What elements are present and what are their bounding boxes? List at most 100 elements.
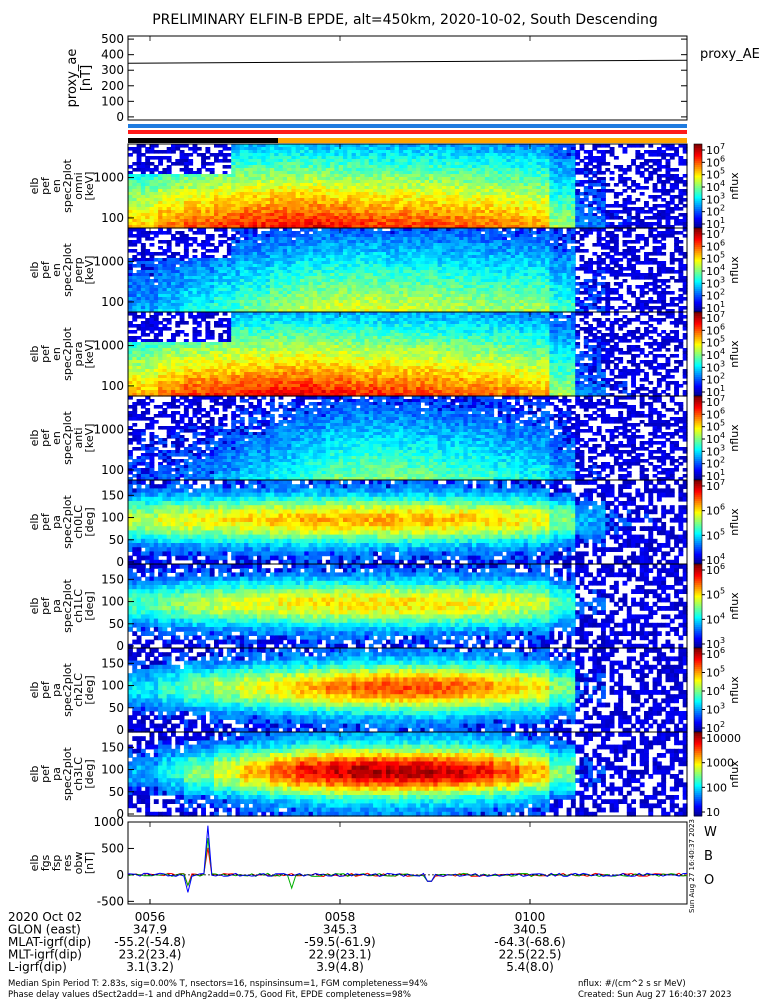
colorbar-tick-label: 106 <box>706 238 725 253</box>
panel-ylabel-ch3LC: pa <box>50 767 63 781</box>
panel-ylabel-omni: elb <box>28 178 41 195</box>
panel-ytick-label: 150 <box>101 740 124 754</box>
colorbar-tick-label: 103 <box>706 191 725 206</box>
spectrogram-ch0LC <box>128 480 688 565</box>
colorbar-tick-label: 105 <box>706 419 725 434</box>
fgm-ylabel: elb <box>28 855 41 872</box>
panel-ytick-label: 150 <box>101 488 124 502</box>
colorbar-tick-label: 105 <box>706 167 725 182</box>
footer-line1: Median Spin Period T: 2.83s, sig=0.00% T… <box>8 979 428 989</box>
colorbar-tick-label: 104 <box>706 431 725 446</box>
panel-ylabel-ch0LC: spec2plot <box>61 495 74 549</box>
panel-ytick-label: 150 <box>101 572 124 586</box>
panel-ylabel-ch0LC: ch0LC <box>72 505 85 539</box>
colorbar-tick-label: 104 <box>706 611 725 626</box>
fgm-ylabel: fgs <box>39 854 52 871</box>
xaxis-row-value: 347.9 <box>133 923 167 937</box>
panel-ytick-label: 1000 <box>93 339 124 353</box>
panel-ylabel-para: elb <box>28 346 41 363</box>
xaxis-row-label: GLON (east) <box>8 923 81 937</box>
panel-ylabel-anti: pef <box>39 428 52 447</box>
side-timestamp: Sun Aug 27 16:40:37 2023 <box>688 819 696 913</box>
panel-ylabel-ch2LC: [deg] <box>83 675 96 704</box>
panel-ylabel-omni: [keV] <box>83 172 96 201</box>
colorbar-tick-label: 104 <box>706 263 725 278</box>
proxy-ae-ytick-label: 400 <box>101 48 124 62</box>
panel-ylabel-anti: elb <box>28 430 41 447</box>
panel-ytick-label: 50 <box>109 785 124 799</box>
proxy-ae-ytick-label: 300 <box>101 63 124 77</box>
footer-right1: nflux: #/(cm^2 s sr MeV) <box>578 979 686 989</box>
panel-ylabel-ch0LC: elb <box>28 514 41 531</box>
colorbar-tick-label: 107 <box>706 478 725 493</box>
colorbar-tick-label: 107 <box>706 142 725 157</box>
colorbar-tick-label: 101 <box>706 384 725 399</box>
panel-ylabel-omni: spec2plot <box>61 159 74 213</box>
panel-ytick-label: 100 <box>101 379 124 393</box>
panel-ylabel-ch2LC: pef <box>39 680 52 699</box>
panel-ylabel-para: en <box>50 347 63 361</box>
proxy-ae-line <box>127 59 688 64</box>
panel-ylabel-omni: omni <box>72 172 85 199</box>
fgm-trace-w <box>127 847 688 887</box>
proxy-ae-ylabel: [nT] <box>79 65 94 91</box>
chart-title: PRELIMINARY ELFIN-B EPDE, alt=450km, 202… <box>152 12 658 28</box>
xaxis-row-value: 345.3 <box>323 923 357 937</box>
fgm-ylabel: [nT] <box>83 852 96 874</box>
spectrogram-perp <box>128 228 688 313</box>
panel-ylabel-ch0LC: pef <box>39 512 52 531</box>
colorbar-unit: nflux <box>728 760 741 788</box>
fgm-trace-b <box>127 837 688 890</box>
panel-ylabel-ch3LC: elb <box>28 766 41 783</box>
panel-ytick-label: 0 <box>116 639 124 653</box>
panel-ytick-label: 0 <box>116 807 124 821</box>
colorbar-tick-label: 1000 <box>706 757 734 770</box>
colorbar-tick-label: 102 <box>706 372 725 387</box>
panel-ylabel-ch1LC: [deg] <box>83 591 96 620</box>
colorbar-unit: nflux <box>728 172 741 200</box>
colorbar-tick-label: 107 <box>706 226 725 241</box>
spectrogram-para <box>128 312 688 397</box>
fgm-ylabel: res <box>61 854 74 871</box>
panel-ylabel-ch2LC: ch2LC <box>72 673 85 707</box>
spectrogram-omni <box>128 144 688 229</box>
panel-ytick-label: 150 <box>101 656 124 670</box>
panel-ylabel-perp: perp <box>72 257 85 282</box>
xaxis-row-label: 2020 Oct 02 <box>8 910 82 924</box>
panel-ytick-label: 100 <box>101 295 124 309</box>
colorbar-tick-label: 102 <box>706 456 725 471</box>
colorbar-tick-label: 106 <box>706 646 725 661</box>
colorbar-tick-label: 105 <box>706 587 725 602</box>
panel-ylabel-para: spec2plot <box>61 327 74 381</box>
colorbar-unit: nflux <box>728 508 741 536</box>
panel-ylabel-ch3LC: [deg] <box>83 759 96 788</box>
xaxis-row-value: 0100 <box>515 910 546 924</box>
spectrogram-ch1LC <box>128 564 688 649</box>
colorbar-anti <box>694 396 702 481</box>
colorbar-unit: nflux <box>728 340 741 368</box>
spectrogram-ch2LC <box>128 648 688 733</box>
panel-ylabel-ch0LC: pa <box>50 515 63 529</box>
colorbar-tick-label: 105 <box>706 665 725 680</box>
status-bar-orange <box>278 138 687 143</box>
spectrogram-frame-ch3LC <box>127 731 688 817</box>
proxy-ae-ylabel: proxy_ae <box>65 49 80 108</box>
colorbar-tick-label: 106 <box>706 322 725 337</box>
fgm-trace-o <box>127 825 688 893</box>
panel-ytick-label: 1000 <box>93 255 124 269</box>
fgm-ylabel: obw <box>72 852 85 875</box>
xaxis-row-value: 22.5(22.5) <box>499 948 562 962</box>
xaxis-row-value: 0058 <box>325 910 356 924</box>
footer-line2: Phase delay values dSect2add=-1 and dPhA… <box>8 990 411 1000</box>
xaxis-row-label: MLT-igrf(dip) <box>8 948 82 962</box>
xaxis-row-label: MLAT-igrf(dip) <box>8 935 91 949</box>
fgm-ytick-label: -500 <box>97 894 124 908</box>
panel-ytick-label: 0 <box>116 723 124 737</box>
proxy-ae-frame <box>127 35 688 121</box>
colorbar-tick-label: 102 <box>706 720 725 735</box>
panel-ylabel-ch2LC: elb <box>28 682 41 699</box>
proxy-ae-ytick-label: 100 <box>101 94 124 108</box>
colorbar-tick-label: 104 <box>706 552 725 567</box>
colorbar-ch0LC <box>694 480 702 565</box>
